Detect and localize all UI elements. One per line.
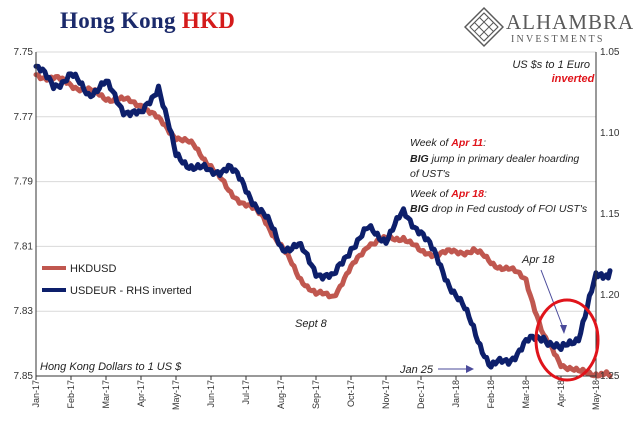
annotation-apr18: Week of Apr 18: (410, 188, 487, 200)
x-tick-label: Jun-17 (206, 380, 216, 408)
title-part-2: HKD (181, 8, 236, 33)
highlight-circle (534, 298, 600, 382)
x-tick-label: Jul-17 (241, 380, 251, 405)
annotation-apr11: Week of Apr 11: (410, 137, 486, 149)
title-part-1: Hong Kong (60, 8, 182, 33)
x-tick-label: Mar-17 (101, 380, 111, 409)
x-tick-label: Jan-18 (451, 380, 461, 408)
x-tick-label: Nov-17 (381, 380, 391, 409)
x-tick-label: Apr-18 (556, 380, 566, 407)
y-left-tick-label: 7.77 (14, 112, 34, 123)
axes: 7.75 7.77 7.79 7.81 7.83 7.85 1.05 1.10 1.15 1.20… (14, 47, 620, 410)
x-tick-label: Mar-18 (521, 380, 531, 409)
annotation-apr18-label: Apr 18 (521, 254, 555, 266)
y-left-tick-label: 7.83 (14, 306, 34, 317)
y-left-tick-label: 7.79 (14, 177, 34, 188)
series-lines (33, 63, 613, 379)
chart-title: Hong Kong HKD (60, 8, 235, 34)
series-line-usdeur (33, 63, 613, 370)
arrow-apr18 (540, 269, 565, 331)
arrowhead-jan25 (466, 365, 474, 373)
y-left-tick-label: 7.75 (14, 47, 34, 58)
brand-subtitle: INVESTMENTS (511, 34, 605, 45)
x-tick-label: Oct-17 (346, 380, 356, 407)
legend-label-hkdusd: HKDUSD (70, 263, 117, 275)
x-tick-label: Dec-17 (416, 380, 426, 409)
x-tick-label: Apr-17 (136, 380, 146, 407)
annotation-usd-euro: US $s to 1 Euro (512, 59, 590, 71)
x-tick-label: May-17 (171, 380, 181, 410)
x-tick-label: May-18 (591, 380, 601, 410)
y-left-tick-label: 7.81 (14, 241, 34, 252)
x-tick-label: Sep-17 (311, 380, 321, 409)
series-line-hkdusd (33, 72, 613, 379)
y-right-tick-label: 1.25 (600, 371, 620, 382)
diamond-icon (464, 6, 504, 48)
annotation-jan25: Jan 25 (399, 364, 434, 376)
annotation-inverted: inverted (552, 73, 595, 85)
x-tick-label: Jan-17 (31, 380, 41, 408)
y-right-tick-label: 1.10 (600, 128, 620, 139)
annotation-hk-dollars: Hong Kong Dollars to 1 US $ (40, 361, 182, 373)
annotation-apr11-body2: of UST's (410, 168, 451, 180)
y-right-tick-label: 1.15 (600, 209, 620, 220)
y-right-tick-label: 1.05 (600, 47, 620, 58)
brand-logo: ALHAMBRA INVESTMENTS (464, 6, 634, 50)
legend: HKDUSD USDEUR - RHS inverted (42, 263, 192, 297)
arrowhead-apr18 (560, 325, 567, 334)
brand-name: ALHAMBRA (506, 10, 635, 34)
annotation-apr18-body: BIG drop in Fed custody of FOI UST's (410, 203, 588, 215)
annotation-sept8: Sept 8 (295, 318, 328, 330)
x-tick-label: Feb-17 (66, 380, 76, 409)
x-tick-label: Aug-17 (276, 380, 286, 409)
annotation-apr11-body: BIG jump in primary dealer hoarding (410, 153, 579, 165)
y-left-tick-label: 7.85 (14, 371, 34, 382)
legend-label-usdeur: USDEUR - RHS inverted (70, 285, 192, 297)
x-tick-label: Feb-18 (486, 380, 496, 409)
y-right-tick-label: 1.20 (600, 290, 620, 301)
